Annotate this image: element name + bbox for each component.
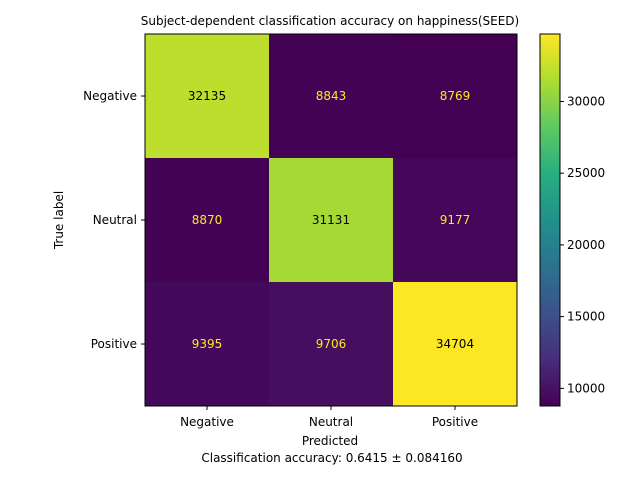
x-axis-ticks: Negative Neutral Positive <box>180 406 478 429</box>
y-tick-label: Positive <box>91 337 137 351</box>
cell-value-label: 9706 <box>316 337 347 351</box>
y-axis-label: True label <box>52 191 66 250</box>
heatmap-cell <box>269 34 394 159</box>
cell-value-label: 34704 <box>436 337 474 351</box>
colorbar-ticks: 10000 15000 20000 25000 30000 <box>560 94 605 395</box>
heatmap-cells <box>145 34 518 407</box>
chart-title: Subject-dependent classification accurac… <box>141 14 519 28</box>
x-tick-label: Negative <box>180 415 234 429</box>
accuracy-caption: Classification accuracy: 0.6415 ± 0.0841… <box>201 451 462 465</box>
cell-value-label: 8843 <box>316 89 347 103</box>
y-tick-label: Neutral <box>93 213 137 227</box>
heatmap-cell <box>145 282 270 407</box>
heatmap-cell <box>393 158 518 283</box>
cell-value-label: 31131 <box>312 213 350 227</box>
x-tick-label: Neutral <box>309 415 353 429</box>
x-axis-label: Predicted <box>302 434 358 448</box>
cell-value-label: 9177 <box>440 213 471 227</box>
cell-value-label: 9395 <box>192 337 223 351</box>
heatmap-cell-labels: 32135 8843 8769 8870 31131 9177 9395 9706 34704 <box>188 89 474 351</box>
heatmap-cell <box>393 34 518 159</box>
cell-value-label: 8769 <box>440 89 471 103</box>
colorbar-tick-label: 25000 <box>567 166 605 180</box>
cell-value-label: 8870 <box>192 213 223 227</box>
heatmap-cell <box>393 282 518 407</box>
y-axis-ticks: Negative Neutral Positive <box>83 89 145 351</box>
heatmap-cell <box>145 34 270 159</box>
cell-value-label: 32135 <box>188 89 226 103</box>
y-tick-label: Negative <box>83 89 137 103</box>
colorbar-tick-label: 10000 <box>567 381 605 395</box>
colorbar-tick-label: 20000 <box>567 238 605 252</box>
colorbar <box>539 33 561 407</box>
colorbar-tick-label: 15000 <box>567 310 605 324</box>
colorbar-tick-label: 30000 <box>567 94 605 108</box>
heatmap-cell <box>145 158 270 283</box>
x-tick-label: Positive <box>432 415 478 429</box>
heatmap-cell <box>269 282 394 407</box>
heatmap-cell <box>269 158 394 283</box>
